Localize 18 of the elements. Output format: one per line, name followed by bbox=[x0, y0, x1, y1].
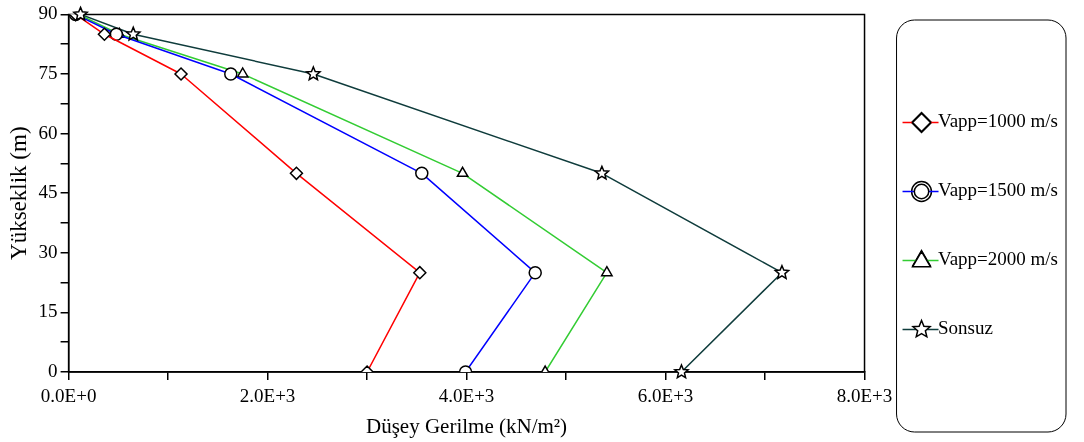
legend-label: Vapp=1500 m/s bbox=[938, 179, 1058, 201]
x-tick-label: 0.0E+0 bbox=[40, 385, 97, 407]
y-tick-label: 0 bbox=[48, 359, 58, 381]
y-tick-label: 45 bbox=[38, 181, 58, 203]
x-tick-label: 6.0E+3 bbox=[637, 385, 694, 407]
x-tick-label: 2.0E+3 bbox=[239, 385, 296, 407]
y-axis-title: Yükseklik (m) bbox=[5, 126, 31, 260]
x-axis-title: Düşey Gerilme (kN/m²) bbox=[366, 413, 568, 438]
y-tick-label: 60 bbox=[38, 121, 58, 143]
y-tick-label: 75 bbox=[38, 61, 58, 83]
y-tick-label: 30 bbox=[38, 240, 58, 262]
legend-label: Vapp=1000 m/s bbox=[938, 110, 1058, 132]
x-tick-label: 8.0E+3 bbox=[836, 385, 893, 407]
legend-label: Vapp=2000 m/s bbox=[938, 248, 1058, 270]
y-tick-label: 15 bbox=[38, 300, 58, 322]
legend-label: Sonsuz bbox=[938, 317, 993, 339]
y-tick-label: 90 bbox=[38, 2, 58, 24]
x-tick-label: 4.0E+3 bbox=[438, 385, 495, 407]
